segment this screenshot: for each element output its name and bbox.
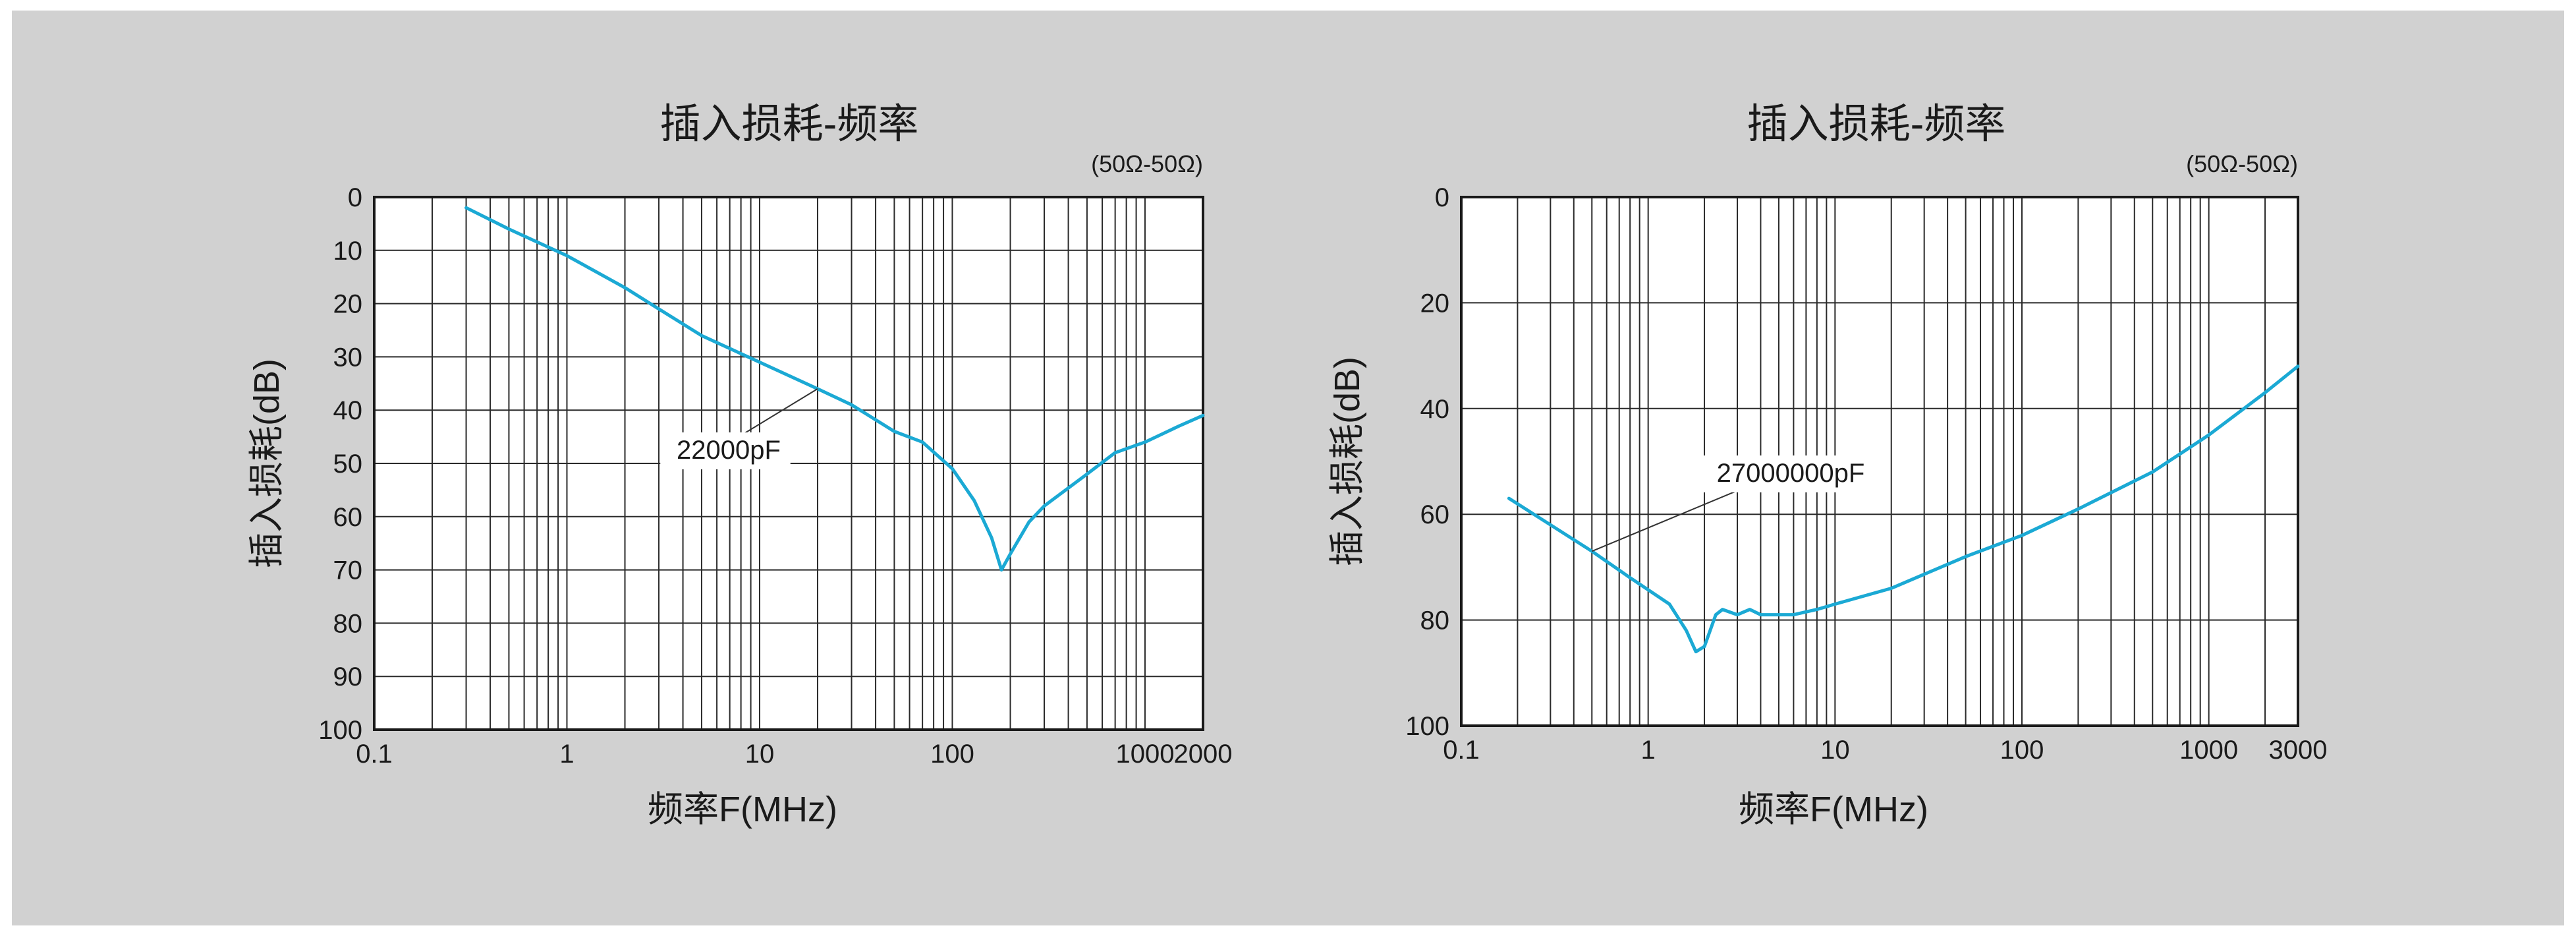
x-tick-label: 100 [930, 740, 974, 769]
y-tick-label: 40 [1420, 395, 1450, 424]
y-tick-label: 40 [333, 396, 363, 425]
impedance-note: (50Ω-50Ω) [2186, 150, 2298, 177]
series-label: 22000pF [677, 436, 781, 465]
y-tick-label: 20 [1420, 289, 1450, 318]
series-label: 27000000pF [1717, 459, 1865, 488]
x-tick-label: 100 [2000, 736, 2044, 765]
plot-frame [1460, 196, 2299, 727]
figure-background: 0 10 20 30 40 50 60 70 80 90 100 0.1 1 10 100 1000 2000 插… [12, 11, 2564, 925]
y-axis-label: 插入损耗(dB) [1328, 357, 1367, 566]
y-tick-label: 80 [1420, 606, 1450, 635]
plot-area [1461, 197, 2298, 726]
impedance-note: (50Ω-50Ω) [1091, 150, 1203, 177]
grid-lines [1461, 197, 2298, 726]
y-tick-label: 10 [333, 237, 363, 266]
y-tick-label: 60 [1420, 500, 1450, 529]
y-tick-label: 0 [348, 183, 362, 212]
y-tick-label: 50 [333, 450, 363, 479]
chart-title: 插入损耗-频率 [660, 102, 919, 147]
chart-title: 插入损耗-频率 [1747, 102, 2006, 147]
x-tick-label: 10 [1820, 736, 1850, 765]
y-tick-label: 60 [333, 503, 363, 532]
x-tick-label: 3000 [2269, 736, 2328, 765]
y-tick-label: 100 [1405, 712, 1449, 741]
x-tick-label: 0.1 [1443, 736, 1480, 765]
x-axis-label: 频率F(MHz) [648, 790, 837, 829]
x-tick-label: 1000 [2179, 736, 2238, 765]
y-tick-label: 100 [318, 716, 362, 745]
grid-lines [374, 197, 1203, 730]
plot-frame [373, 196, 1204, 731]
y-axis-label: 插入损耗(dB) [247, 359, 287, 568]
series-line [464, 206, 1205, 572]
x-tick-label: 2000 [1174, 740, 1233, 769]
x-tick-label: 1000 [1115, 740, 1174, 769]
x-tick-label: 1 [559, 740, 574, 769]
x-tick-label: 10 [745, 740, 775, 769]
y-tick-label: 30 [333, 343, 363, 372]
y-tick-label: 20 [333, 290, 363, 319]
x-tick-label: 0.1 [356, 740, 393, 769]
y-tick-label: 90 [333, 662, 363, 691]
label-box [660, 432, 791, 469]
series-line [1507, 365, 2300, 654]
x-axis-label: 频率F(MHz) [1739, 790, 1928, 829]
x-tick-label: 1 [1641, 736, 1656, 765]
y-tick-label: 80 [333, 609, 363, 638]
label-box [1700, 455, 1875, 492]
y-tick-label: 0 [1435, 183, 1449, 212]
y-tick-label: 70 [333, 556, 363, 585]
